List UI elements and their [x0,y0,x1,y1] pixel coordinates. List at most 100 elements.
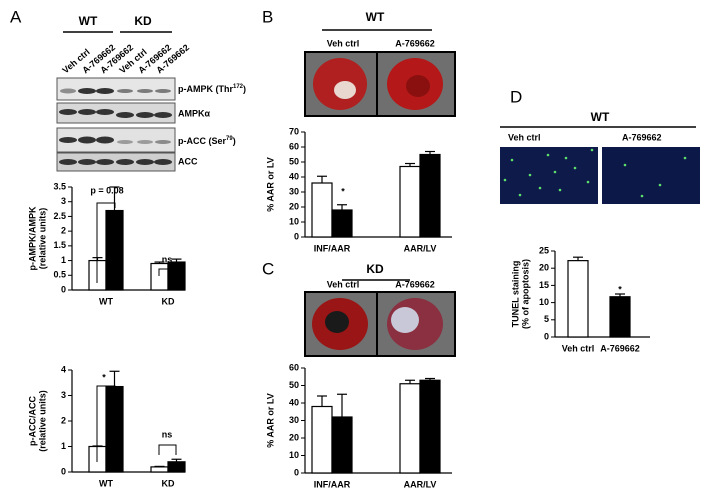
y-tick-label: 4 [61,364,66,374]
blot-label: ACC [178,156,198,166]
heart-image [304,51,456,117]
group-label: KD [366,262,384,276]
y-tick-label: 5 [544,314,549,324]
x-tick-label: WT [99,296,113,306]
group-label: KD [134,14,152,28]
y-axis-label: (relative units) [37,208,47,270]
x-tick-label: KD [162,478,175,488]
bar [150,262,169,291]
bar [609,296,631,338]
panel-letter: D [510,87,522,106]
y-tick-label: 2 [61,415,66,425]
y-axis-label: TUNEL staining [510,261,520,328]
y-tick-label: 3 [61,390,66,400]
y-tick-label: 1 [61,255,66,265]
y-tick-label: 2.5 [53,211,66,221]
lane-label: Veh ctrl [508,132,541,142]
blot-label: p-AMPK (Thr172) [178,84,246,95]
y-tick-label: 50 [289,156,299,166]
group-label: WT [591,110,610,124]
y-tick-label: 2 [61,226,66,236]
panel-letter: C [262,259,274,278]
y-tick-label: 0 [61,466,66,476]
y-tick-label: 3.5 [53,181,66,191]
y-tick-label: 25 [539,245,549,255]
lane-label: A-769662 [395,38,435,48]
bar [331,416,353,474]
bar [399,165,421,238]
y-tick-label: 0 [61,284,66,294]
panel-letter: A [10,7,22,26]
y-axis-label: p-AMPK/AMPK [27,206,37,270]
blot-label: AMPKα [178,108,210,118]
y-tick-label: 0 [544,331,549,341]
heart-image [304,291,456,357]
x-tick-label: INF/AAR [314,479,351,489]
x-tick-label: KD [162,296,175,306]
y-tick-label: 20 [539,263,549,273]
y-tick-label: 10 [539,297,549,307]
x-tick-label: Veh ctrl [562,343,595,353]
bar [311,182,333,238]
lane-label: A-769662 [622,132,662,142]
y-tick-label: 20 [289,432,299,442]
y-tick-label: 40 [289,171,299,181]
y-tick-label: 30 [289,415,299,425]
x-tick-label: A-769662 [600,343,640,353]
y-tick-label: 60 [289,362,299,372]
bracket [96,385,116,462]
panel-letter: B [262,7,273,26]
annotation: ns [162,254,173,264]
lane-label: Veh ctrl [327,38,360,48]
y-tick-label: 0 [294,231,299,241]
bar [399,383,421,474]
annotation: * [102,372,106,382]
bar [419,153,441,238]
annotation: * [618,284,622,294]
annotation: ns [162,429,173,439]
y-tick-label: 70 [289,126,299,136]
annotation: * [341,186,345,196]
bar [567,260,589,338]
bracket [96,202,116,283]
y-tick-label: 50 [289,380,299,390]
y-tick-label: 1.5 [53,240,66,250]
bar [419,379,441,474]
bar [167,461,186,473]
x-tick-label: WT [99,478,113,488]
western-blot [56,77,176,172]
y-tick-label: 20 [289,201,299,211]
bar [105,209,124,291]
y-axis-label: (relative units) [37,390,47,452]
lane-label: Veh ctrl [327,279,360,289]
y-tick-label: 15 [539,280,549,290]
y-tick-label: 10 [289,450,299,460]
lane-label: A-769662 [395,279,435,289]
y-tick-label: 60 [289,141,299,151]
y-axis-label: p-ACC/ACC [27,396,37,446]
y-axis-label: % AAR or LV [265,157,275,212]
y-tick-label: 40 [289,397,299,407]
y-tick-label: 3 [61,196,66,206]
bar [331,209,353,238]
y-tick-label: 30 [289,186,299,196]
y-tick-label: 0 [294,467,299,477]
bar [311,405,333,474]
bar [105,385,124,473]
y-tick-label: 10 [289,216,299,226]
x-tick-label: INF/AAR [314,243,351,253]
bracket [158,268,177,276]
x-tick-label: AAR/LV [404,243,437,253]
group-label: WT [79,14,98,28]
blot-label: p-ACC (Ser79) [178,136,236,147]
x-tick-label: AAR/LV [404,479,437,489]
bracket [158,444,177,455]
bar [150,466,169,473]
y-axis-label: (% of apoptosis) [520,259,530,329]
bar [167,261,186,291]
annotation: p = 0.08 [90,185,123,195]
y-tick-label: 0.5 [53,270,66,280]
micrograph [500,147,700,204]
group-label: WT [366,10,385,24]
